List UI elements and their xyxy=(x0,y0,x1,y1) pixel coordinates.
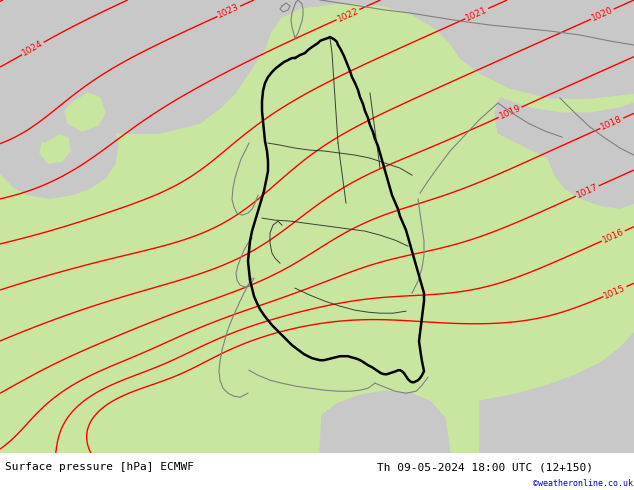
Text: 1016: 1016 xyxy=(601,227,626,245)
Text: Surface pressure [hPa] ECMWF: Surface pressure [hPa] ECMWF xyxy=(5,463,194,472)
Polygon shape xyxy=(238,193,260,215)
Polygon shape xyxy=(0,0,634,133)
Text: Th 09-05-2024 18:00 UTC (12+150): Th 09-05-2024 18:00 UTC (12+150) xyxy=(377,463,593,472)
Text: 1023: 1023 xyxy=(217,2,241,20)
Polygon shape xyxy=(532,0,634,88)
Text: 1024: 1024 xyxy=(21,39,45,58)
Text: 1022: 1022 xyxy=(336,6,360,24)
Text: 1015: 1015 xyxy=(602,283,627,300)
Polygon shape xyxy=(480,333,634,453)
Text: 1018: 1018 xyxy=(599,115,624,132)
Polygon shape xyxy=(0,0,118,198)
Text: 1021: 1021 xyxy=(465,5,489,23)
Polygon shape xyxy=(495,98,634,208)
Polygon shape xyxy=(65,93,105,131)
Text: 1019: 1019 xyxy=(498,103,522,121)
Polygon shape xyxy=(320,391,450,453)
Polygon shape xyxy=(40,135,70,163)
Text: 1017: 1017 xyxy=(575,182,600,200)
Text: ©weatheronline.co.uk: ©weatheronline.co.uk xyxy=(533,479,633,488)
Text: 1020: 1020 xyxy=(590,5,614,23)
